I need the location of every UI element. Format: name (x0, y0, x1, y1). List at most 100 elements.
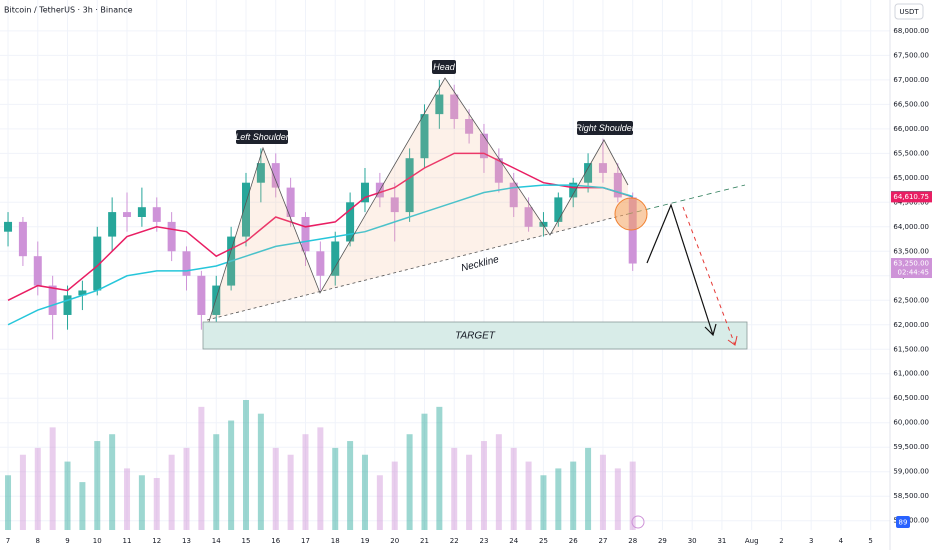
volume-bar (242, 400, 249, 530)
y-tick-label: 62,500.00 (893, 296, 929, 304)
candle-body (331, 241, 340, 276)
x-tick-label: 22 (450, 537, 459, 545)
candle-body (212, 285, 221, 315)
y-tick-label: 58,000.00 (893, 517, 929, 525)
x-tick-label: 12 (152, 537, 161, 545)
pattern-line (206, 77, 629, 329)
neckline-extension (627, 184, 746, 215)
y-tick-label: 66,000.00 (893, 125, 929, 133)
volume-bar (347, 441, 354, 530)
volume-bar (213, 434, 220, 530)
price-pane (4, 79, 637, 340)
candle-body (390, 197, 399, 213)
volume-bar (361, 454, 368, 530)
x-tick-label: 25 (539, 537, 548, 545)
y-tick-label: 60,500.00 (893, 394, 929, 402)
volume-bar (49, 427, 56, 530)
price-label: 63,250.00 (893, 260, 929, 268)
x-tick-label: 4 (839, 537, 844, 545)
y-tick-label: 59,000.00 (893, 468, 929, 476)
y-tick-label: 60,000.00 (893, 419, 929, 427)
volume-bar (555, 468, 562, 530)
volume-bar (19, 454, 26, 530)
y-tick-label: 63,500.00 (893, 247, 929, 255)
projection-arrow (646, 203, 714, 336)
volume-pane (5, 400, 636, 530)
volume-bar (495, 434, 502, 530)
volume-bar (64, 461, 71, 530)
candle-body (435, 94, 444, 115)
candle-body (584, 163, 593, 183)
x-tick-label: 14 (212, 537, 221, 545)
candle-body (137, 207, 146, 217)
volume-bar (466, 454, 473, 530)
x-tick-label: 3 (809, 537, 813, 545)
volume-bar (168, 454, 175, 530)
y-tick-label: 58,500.00 (893, 492, 929, 500)
y-tick-label: 59,500.00 (893, 443, 929, 451)
candle-body (18, 221, 27, 257)
y-tick-label: 65,500.00 (893, 149, 929, 157)
candle-body (405, 158, 414, 213)
x-tick-label: 13 (182, 537, 191, 545)
volume-bar (332, 447, 339, 530)
volume-bar (629, 461, 636, 530)
volume-bar (153, 478, 160, 530)
candle-body (420, 114, 429, 159)
volume-bar (451, 447, 458, 530)
volume-bar (436, 406, 443, 530)
alt-projection (682, 206, 736, 346)
candle-body (182, 251, 191, 276)
y-tick-label: 66,500.00 (893, 100, 929, 108)
target-box (202, 321, 748, 350)
volume-bar (540, 475, 547, 530)
volume-bar (272, 447, 279, 530)
arrow-head (704, 323, 717, 337)
event-icon[interactable] (631, 515, 645, 529)
countdown: 02:44:45 (898, 269, 929, 277)
price-badge (891, 191, 932, 203)
candle-body (63, 295, 72, 315)
x-tick-label: 9 (65, 537, 69, 545)
chart-title: Bitcoin / TetherUS · 3h · Binance (4, 6, 133, 15)
label-box (236, 130, 288, 144)
x-tick-label: 2 (779, 537, 783, 545)
x-tick-label: 23 (480, 537, 489, 545)
candle-body (360, 182, 369, 203)
badge: 89 (899, 519, 908, 527)
label-box (432, 60, 456, 74)
x-tick-label: 29 (658, 537, 667, 545)
candle-body (33, 256, 42, 286)
volume-bar (570, 461, 577, 530)
volume-bar (599, 454, 606, 530)
breakout-circle (614, 197, 648, 231)
y-tick-label: 64,000.00 (893, 223, 929, 231)
volume-bar (614, 468, 621, 530)
candle-body (301, 216, 310, 252)
x-tick-label: 30 (688, 537, 697, 545)
x-tick-label: 27 (598, 537, 607, 545)
candle-body (241, 182, 250, 237)
annotation: TARGET (455, 331, 496, 342)
pattern-fill (207, 78, 628, 328)
volume-bar (79, 482, 86, 530)
annotation: Left Shoulder (235, 132, 290, 142)
volume-bar (391, 461, 398, 530)
candle-body (271, 163, 280, 188)
price-label: 64,610.75 (893, 193, 929, 201)
currency-box (894, 3, 924, 20)
x-tick-label: 5 (868, 537, 872, 545)
y-tick-label: 67,000.00 (893, 76, 929, 84)
candle-body (628, 197, 637, 264)
x-tick-label: 18 (331, 537, 340, 545)
volume-bar (585, 447, 592, 530)
candle-body (167, 221, 176, 252)
candle-body (123, 212, 132, 217)
candle-body (93, 236, 102, 291)
candle-body (509, 182, 518, 208)
price-axis-labels: 58,000.00 58,500.00 59,000.00 59,500.00 60,0… (891, 27, 932, 525)
volume-bar (138, 475, 145, 530)
moving-average (7, 152, 633, 301)
x-tick-label: Aug (745, 537, 759, 545)
